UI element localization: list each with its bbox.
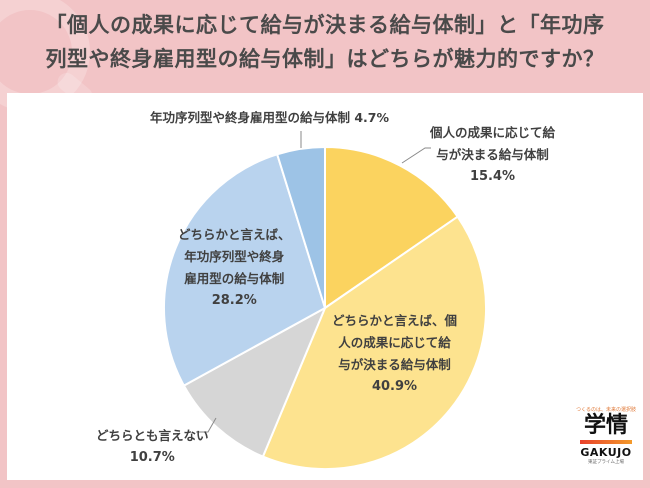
- logo-tagline: つくるのは、未来の選択肢: [576, 407, 636, 413]
- title-line-2: 列型や終身雇用型の給与体制」はどちらが魅力的ですか？: [45, 47, 605, 71]
- logo-roman: GAKUJO: [580, 446, 632, 459]
- label-leaning-seniority-line3: 雇用型の給与体制: [184, 271, 285, 286]
- label-leaning-performance-pct: 40.9%: [371, 379, 418, 394]
- label-performance-line1: 個人の成果に応じて給: [430, 125, 556, 140]
- label-neither-pct: 10.7%: [129, 450, 175, 465]
- gakujo-logo: つくるのは、未来の選択肢 学情 GAKUJO 東証プライム上場: [570, 400, 642, 478]
- label-leaning-seniority-line2: 年功序列型や終身: [184, 249, 285, 264]
- logo-kanji: 学情: [583, 413, 628, 438]
- slice-neither: [182, 307, 326, 458]
- label-leaning-performance-line3: 与が決まる給与体制: [338, 357, 451, 372]
- label-seniority-text: 年功序列型や終身雇用型の給与体制 4.7%: [150, 110, 390, 125]
- label-neither-line1: どちらとも言えない: [96, 428, 209, 443]
- label-leaning-seniority-pct: 28.2%: [211, 293, 257, 308]
- slice-leaning-seniority: [163, 153, 326, 387]
- label-performance-pct: 15.4%: [469, 169, 516, 184]
- label-neither: どちらとも言えない 10.7%: [96, 425, 209, 469]
- label-leaning-performance-line2: 人の成果に応じて給: [338, 335, 451, 350]
- leader-line-performance: [401, 147, 431, 164]
- leader-line-neither: [196, 417, 217, 433]
- slice-seniority: [276, 146, 326, 309]
- logo-subtext: 東証プライム上場: [588, 460, 624, 465]
- label-performance-line2: 与が決まる給与体制: [436, 147, 549, 162]
- label-seniority: 年功序列型や終身雇用型の給与体制 4.7%: [150, 107, 389, 129]
- label-leaning-performance: どちらかと言えば、個 人の成果に応じて給 与が決まる給与体制 40.9%: [332, 310, 457, 398]
- logo-gradient-bar: [580, 440, 632, 444]
- label-leaning-seniority-line1: どちらかと言えば、: [178, 227, 291, 242]
- label-leaning-seniority: どちらかと言えば、 年功序列型や終身 雇用型の給与体制 28.2%: [178, 224, 291, 312]
- slice-performance-based: [324, 146, 459, 309]
- label-leaning-performance-line1: どちらかと言えば、個: [332, 313, 458, 328]
- slice-leaning-performance-based: [261, 215, 487, 471]
- label-performance: 個人の成果に応じて給 与が決まる給与体制 15.4%: [430, 122, 555, 188]
- title-line-1: 「個人の成果に応じて給与が決まる給与体制」と「年功序: [45, 13, 605, 37]
- page-title: 「個人の成果に応じて給与が決まる給与体制」と「年功序 列型や終身雇用型の給与体制…: [0, 8, 650, 76]
